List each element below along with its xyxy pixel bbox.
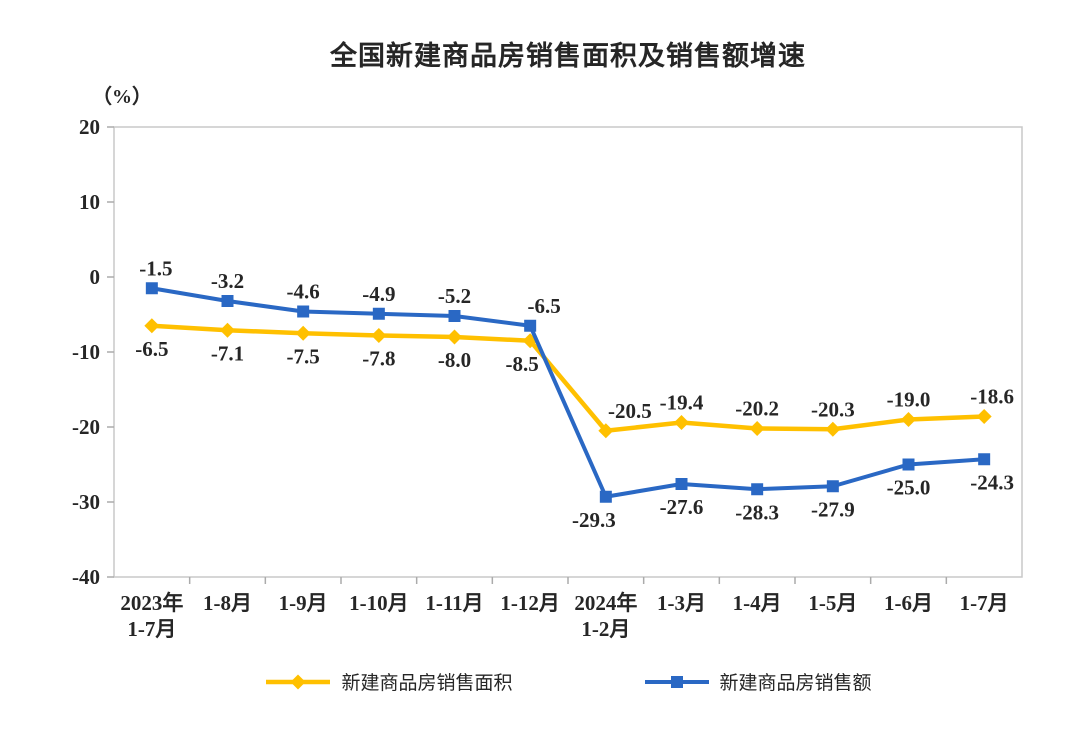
legend-item-sales-area: 新建商品房销售面积 xyxy=(264,668,513,695)
chart-title: 全国新建商品房销售面积及销售额增速 xyxy=(330,41,806,71)
data-point-marker-square xyxy=(978,453,991,466)
x-axis-category-label: 1-4月 xyxy=(733,591,782,615)
data-point-marker-square xyxy=(297,305,310,318)
x-axis-category-label: 1-2月 xyxy=(581,617,630,641)
x-axis-category-label: 1-7月 xyxy=(960,591,1009,615)
legend-label-sales-area: 新建商品房销售面积 xyxy=(341,673,513,694)
legend-item-sales-amount: 新建商品房销售额 xyxy=(643,668,872,695)
y-axis-tick-label: 20 xyxy=(79,115,100,139)
data-point-marker-diamond xyxy=(901,412,916,427)
data-point-label: -29.3 xyxy=(572,508,616,532)
data-point-marker-diamond xyxy=(447,329,462,345)
x-axis-category-label: 1-5月 xyxy=(808,591,857,615)
data-point-marker-square xyxy=(826,480,839,493)
data-point-label: -18.6 xyxy=(970,385,1014,409)
data-point-marker-square xyxy=(448,310,461,322)
data-point-label: -27.9 xyxy=(811,497,855,521)
data-point-label: -25.0 xyxy=(887,476,931,500)
x-axis-category-label: 2024年 xyxy=(574,591,637,615)
x-axis-category-label: 1-7月 xyxy=(127,617,176,641)
data-point-marker-diamond xyxy=(976,409,992,424)
data-point-label: -19.0 xyxy=(887,388,931,412)
data-point-label: -20.3 xyxy=(811,397,855,421)
data-point-label: -4.6 xyxy=(287,280,320,304)
data-point-label: -8.5 xyxy=(506,352,539,376)
data-point-label: -8.0 xyxy=(438,348,471,372)
data-point-label: -27.6 xyxy=(660,495,704,519)
data-point-marker-diamond xyxy=(144,318,160,334)
data-point-label: -7.1 xyxy=(211,341,244,365)
y-axis-tick-label: -10 xyxy=(72,340,100,364)
legend-marker-sales-area-icon xyxy=(266,674,331,689)
data-point-marker-square xyxy=(675,478,688,490)
data-point-label: -4.9 xyxy=(362,282,395,306)
y-axis-tick-label: 0 xyxy=(90,265,101,289)
data-point-marker-diamond xyxy=(295,325,311,341)
data-point-marker-square xyxy=(145,282,158,295)
data-point-marker-diamond xyxy=(598,423,614,439)
data-point-label: -5.2 xyxy=(438,284,471,308)
y-axis-tick-label: -20 xyxy=(72,415,100,439)
data-point-label: -28.3 xyxy=(735,500,779,524)
y-axis-tick-label: -30 xyxy=(72,490,100,514)
data-point-marker-diamond xyxy=(749,421,765,436)
data-point-marker-square xyxy=(221,295,234,307)
y-axis-unit-label: （%） xyxy=(92,86,152,108)
y-axis-tick-label: 10 xyxy=(79,190,100,214)
data-point-marker-square xyxy=(599,490,612,503)
legend-label-sales-amount: 新建商品房销售额 xyxy=(719,673,872,694)
data-point-label: -1.5 xyxy=(139,256,172,280)
data-point-label: -7.8 xyxy=(362,347,395,371)
data-point-label: -19.4 xyxy=(660,391,704,415)
data-point-label: -20.5 xyxy=(608,399,652,423)
data-point-label: -6.5 xyxy=(528,294,561,318)
x-axis-category-label: 1-12月 xyxy=(500,591,560,615)
data-point-label: -7.5 xyxy=(287,344,320,368)
x-axis-category-label: 1-8月 xyxy=(203,591,252,615)
y-axis-tick-label: -40 xyxy=(72,565,100,589)
data-point-label: -3.2 xyxy=(211,269,244,293)
x-axis-category-label: 2023年 xyxy=(120,591,183,615)
data-point-marker-diamond xyxy=(674,415,689,430)
x-axis-category-label: 1-10月 xyxy=(349,591,409,615)
x-axis-category-label: 1-3月 xyxy=(657,591,706,615)
data-point-marker-square xyxy=(751,483,764,496)
legend-marker-sales-amount-icon xyxy=(644,675,709,688)
data-point-marker-diamond xyxy=(825,421,841,437)
data-point-label: -6.5 xyxy=(135,337,168,361)
x-axis-category-label: 1-9月 xyxy=(279,591,328,615)
series-line-sales-amount xyxy=(149,286,987,499)
data-point-label: -20.2 xyxy=(735,397,779,421)
data-point-label: -24.3 xyxy=(970,470,1014,494)
plot-border xyxy=(113,126,1023,578)
data-point-marker-diamond xyxy=(220,322,235,338)
series-line-sales-area xyxy=(149,323,987,433)
chart-legend: 新建商品房销售面积 新建商品房销售额 xyxy=(114,668,1022,695)
data-point-marker-square xyxy=(902,458,915,471)
data-point-marker-diamond xyxy=(371,328,387,343)
x-axis-category-label: 1-6月 xyxy=(884,591,933,615)
data-point-marker-square xyxy=(524,319,537,332)
data-point-marker-square xyxy=(372,307,385,320)
x-axis-category-label: 1-11月 xyxy=(425,591,483,615)
